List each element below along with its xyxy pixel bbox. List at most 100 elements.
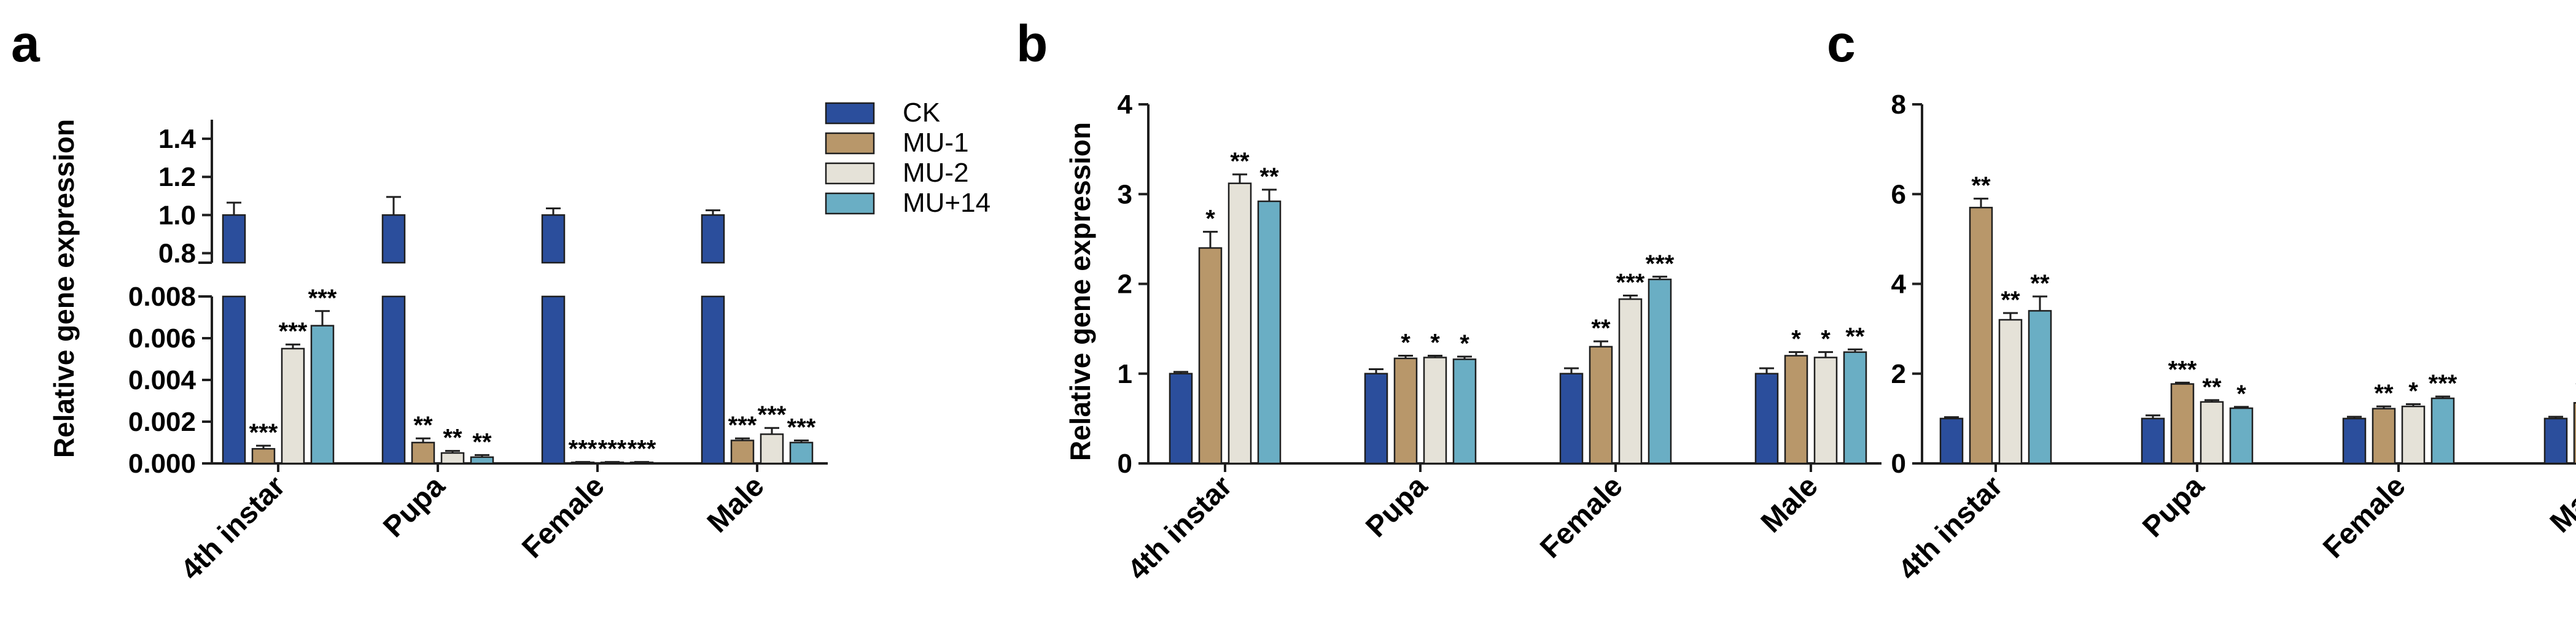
significance-label: *** (2429, 370, 2457, 397)
x-tick-label: 4th instar (1122, 470, 1239, 586)
y-tick-label: 0 (1118, 449, 1132, 479)
bar-MU+14 (1452, 358, 1477, 465)
significance-label: ** (472, 428, 492, 455)
x-tick-label: Female (516, 470, 610, 564)
significance-label: ** (443, 425, 462, 452)
bar-MU+14 (2229, 407, 2254, 465)
y-tick-label: 0 (1891, 449, 1906, 479)
bar-CK (2342, 417, 2367, 465)
y-axis-title: Relative gene expression (1064, 122, 1096, 461)
significance-label: * (1430, 330, 1440, 357)
panel-label-c: c (1827, 15, 1856, 72)
significance-label: ** (1230, 148, 1250, 175)
bar-MU+14 (310, 325, 335, 465)
bar-MU+14 (2028, 310, 2052, 465)
significance-label: * (1791, 326, 1801, 353)
y-tick-label: 0.004 (128, 365, 197, 395)
significance-label: ** (1845, 323, 1865, 350)
bar-MU-2 (1998, 319, 2023, 465)
x-tick-label: Male (701, 470, 771, 539)
bar-CK-lower (541, 295, 566, 465)
bar-MU-2 (440, 452, 465, 465)
y-tick-label: 0.8 (158, 238, 196, 268)
y-tick-label: 3 (1118, 179, 1132, 209)
panel-label-a: a (11, 15, 41, 72)
significance-label: *** (758, 401, 787, 428)
bar-MU-1 (2573, 402, 2576, 465)
bar-MU-2 (2401, 405, 2426, 465)
significance-label: * (1401, 330, 1411, 357)
significance-label: ** (2001, 287, 2020, 314)
bar-MU+14 (470, 456, 494, 465)
legend-label: MU+14 (903, 188, 990, 218)
significance-label: *** (2168, 356, 2197, 383)
bar-MU-1 (411, 441, 435, 465)
bar-CK-lower (222, 295, 246, 465)
bar-CK-lower (381, 295, 406, 465)
bar-MU-2 (1618, 298, 1643, 465)
y-tick-label: 1.2 (158, 162, 196, 192)
bar-MU-1 (2372, 408, 2396, 465)
bar-CK (2141, 417, 2165, 465)
significance-label: ** (2374, 380, 2394, 407)
bar-CK (1364, 373, 1388, 465)
significance-label: * (1821, 326, 1831, 353)
x-tick-label: Pupa (2136, 470, 2211, 544)
bar-CK (2543, 417, 2568, 465)
legend-swatch-MU-1 (825, 132, 875, 155)
legend-label: MU-2 (903, 158, 969, 188)
chart-panel-a: 0.0000.0020.0040.0060.0080.81.01.21.4***… (48, 119, 828, 587)
y-tick-label: 4 (1891, 269, 1907, 300)
bar-CK (1939, 417, 1964, 465)
x-tick-label: 4th instar (175, 470, 292, 586)
bar-CK (1559, 373, 1584, 465)
y-tick-label: 4 (1118, 90, 1133, 120)
significance-label: ** (2202, 374, 2222, 401)
significance-label: *** (308, 285, 337, 312)
y-tick-label: 0.008 (128, 282, 196, 312)
y-tick-label: 8 (1891, 90, 1906, 120)
bar-MU+14 (789, 441, 814, 465)
significance-label: ** (2030, 270, 2050, 297)
x-tick-label: Male (2544, 470, 2576, 539)
bar-MU+14 (2430, 397, 2455, 465)
bar-CK (1169, 373, 1193, 465)
legend-label: MU-1 (903, 128, 969, 158)
bar-MU-1 (1393, 357, 1418, 465)
bar-MU-1 (1969, 206, 1993, 465)
x-tick-label: Pupa (377, 470, 451, 544)
x-tick-label: 4th instar (1893, 470, 2009, 586)
bar-MU-1 (2170, 383, 2195, 465)
y-tick-label: 1.0 (158, 200, 196, 230)
legend-swatch-CK (825, 102, 875, 125)
significance-label: *** (1616, 269, 1645, 296)
bar-MU-1 (1198, 247, 1223, 465)
significance-label: *** (279, 318, 308, 345)
bar-MU+14 (1648, 278, 1672, 465)
significance-label: ** (1259, 163, 1279, 190)
bar-MU-2 (2200, 401, 2224, 465)
significance-label: *** (249, 419, 278, 446)
y-tick-label: 0.002 (128, 407, 196, 437)
bar-MU-2 (1228, 182, 1252, 465)
bar-MU-1 (251, 447, 276, 465)
legend-label: CK (903, 98, 940, 128)
significance-label: *** (598, 436, 627, 463)
significance-label: * (1205, 206, 1215, 233)
bar-MU+14 (1843, 351, 1867, 465)
significance-label: * (2236, 381, 2246, 408)
bar-CK-upper (222, 214, 246, 264)
significance-label: * (2408, 377, 2418, 404)
legend-swatch-MU-2 (825, 162, 875, 185)
y-tick-label: 0.006 (128, 323, 196, 354)
y-tick-label: 6 (1891, 179, 1906, 209)
legend-swatch-MU+14 (825, 192, 875, 215)
significance-label: ** (413, 412, 433, 439)
x-tick-label: Female (2317, 470, 2411, 564)
significance-label: *** (628, 436, 656, 463)
y-tick-label: 0.000 (128, 449, 196, 479)
bar-MU-2 (1423, 357, 1447, 465)
y-tick-label: 2 (1118, 269, 1132, 300)
